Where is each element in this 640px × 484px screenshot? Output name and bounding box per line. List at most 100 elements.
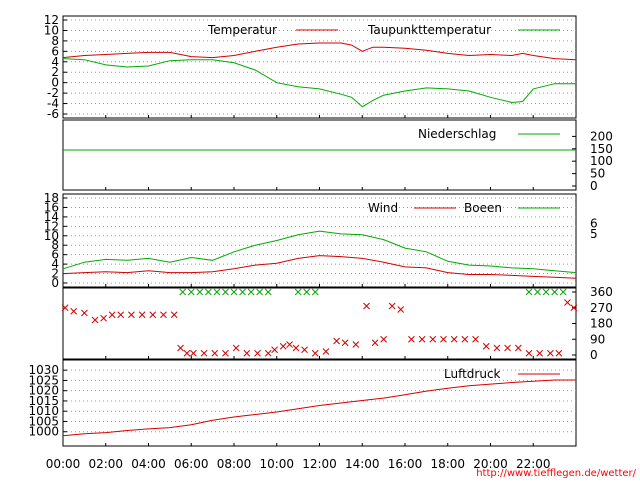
panel-temperature: [62, 15, 577, 119]
direction-point: [100, 314, 107, 322]
direction-point: [397, 306, 405, 313]
x-tick-label: 06:00: [174, 457, 209, 471]
y-right-label: 6: [590, 217, 598, 231]
legend-label: Temperatur: [207, 23, 277, 37]
direction-point: [196, 288, 204, 296]
direction-point: [138, 311, 146, 319]
direction-point: [254, 349, 261, 357]
direction-point: [311, 288, 319, 296]
y-tick-label: 1000: [28, 425, 59, 439]
direction-point: [213, 288, 221, 296]
legend-label: Boeen: [464, 201, 502, 215]
y-tick-label: -6: [47, 107, 59, 121]
series-line-0: [62, 379, 576, 437]
direction-point: [70, 307, 78, 315]
x-tick-label: 22:00: [516, 457, 551, 471]
direction-point: [388, 302, 396, 310]
y-tick-label: 6: [51, 248, 59, 262]
direction-point: [303, 288, 311, 296]
y-tick-label: 6: [51, 44, 59, 58]
x-tick-label: 04:00: [131, 457, 166, 471]
direction-point: [493, 344, 501, 352]
y-tick-label: -2: [47, 86, 59, 100]
direction-point: [91, 316, 99, 324]
direction-point: [504, 344, 511, 352]
panel-pressure: [62, 359, 577, 447]
y-tick-label: 150: [590, 142, 613, 156]
direction-point: [128, 311, 135, 319]
direction-point: [546, 349, 554, 357]
y-tick-label: 8: [51, 34, 59, 48]
y-tick-label: 0: [590, 348, 598, 362]
panel-wind: [62, 193, 577, 288]
y-tick-label: 0: [590, 179, 598, 193]
y-tick-label: 10: [44, 229, 59, 243]
direction-point: [440, 335, 447, 343]
direction-point: [183, 349, 191, 357]
y-tick-label: 2: [51, 65, 59, 79]
direction-point: [514, 344, 522, 352]
direction-point: [149, 311, 157, 319]
direction-point: [243, 349, 251, 357]
direction-point: [525, 349, 533, 357]
x-tick-label: 00:00: [46, 457, 81, 471]
y-tick-label: 100: [590, 154, 613, 168]
x-tick-label: 08:00: [217, 457, 252, 471]
direction-point: [534, 288, 541, 296]
series-line-0: [62, 42, 577, 61]
direction-point: [190, 349, 197, 357]
direction-point: [380, 335, 387, 343]
legend-label: Wind: [368, 201, 398, 215]
direction-point: [363, 302, 370, 310]
y-tick-label: 360: [590, 285, 613, 299]
direction-point: [232, 344, 240, 352]
direction-point: [536, 349, 544, 357]
direction-point: [264, 288, 272, 296]
panel-frame: [62, 119, 577, 191]
y-tick-label: 4: [51, 55, 59, 69]
direction-point: [542, 288, 550, 296]
direction-point: [564, 299, 571, 306]
y-tick-label: -4: [47, 97, 59, 111]
y-tick-label: 50: [590, 167, 605, 181]
y-tick-label: 0: [51, 76, 59, 90]
direction-point: [429, 335, 437, 343]
direction-point: [81, 309, 88, 317]
direction-point: [200, 349, 208, 357]
direction-point: [222, 349, 229, 357]
direction-point: [160, 311, 167, 319]
direction-point: [117, 311, 125, 319]
legend-label: Luftdruck: [444, 367, 501, 381]
direction-point: [108, 311, 116, 319]
y-tick-label: 2: [51, 267, 59, 281]
direction-point: [408, 335, 415, 343]
direction-point: [264, 349, 272, 357]
direction-point: [482, 342, 490, 350]
direction-point: [170, 311, 178, 319]
x-tick-label: 02:00: [88, 457, 123, 471]
y-tick-label: 180: [590, 317, 613, 331]
direction-point: [286, 341, 293, 348]
panel-frame: [62, 287, 577, 360]
direction-point: [525, 288, 533, 296]
direction-point: [472, 335, 479, 343]
y-tick-label: 1010: [28, 404, 59, 418]
series-line-0: [62, 255, 577, 279]
legend-label: Niederschlag: [418, 127, 496, 141]
direction-point: [559, 288, 567, 296]
panel-precipitation: [62, 119, 577, 191]
direction-point: [311, 349, 319, 357]
panel-wind-direction: [61, 287, 578, 360]
direction-point: [341, 339, 349, 347]
direction-point: [551, 288, 558, 296]
y-tick-label: 12: [44, 219, 59, 233]
direction-point: [333, 337, 340, 345]
direction-point: [450, 335, 458, 343]
y-tick-label: 1005: [28, 414, 59, 428]
direction-point: [61, 304, 69, 312]
direction-point: [230, 288, 238, 296]
y-tick-label: 0: [51, 276, 59, 290]
direction-point: [239, 288, 246, 296]
x-tick-label: 18:00: [430, 457, 465, 471]
